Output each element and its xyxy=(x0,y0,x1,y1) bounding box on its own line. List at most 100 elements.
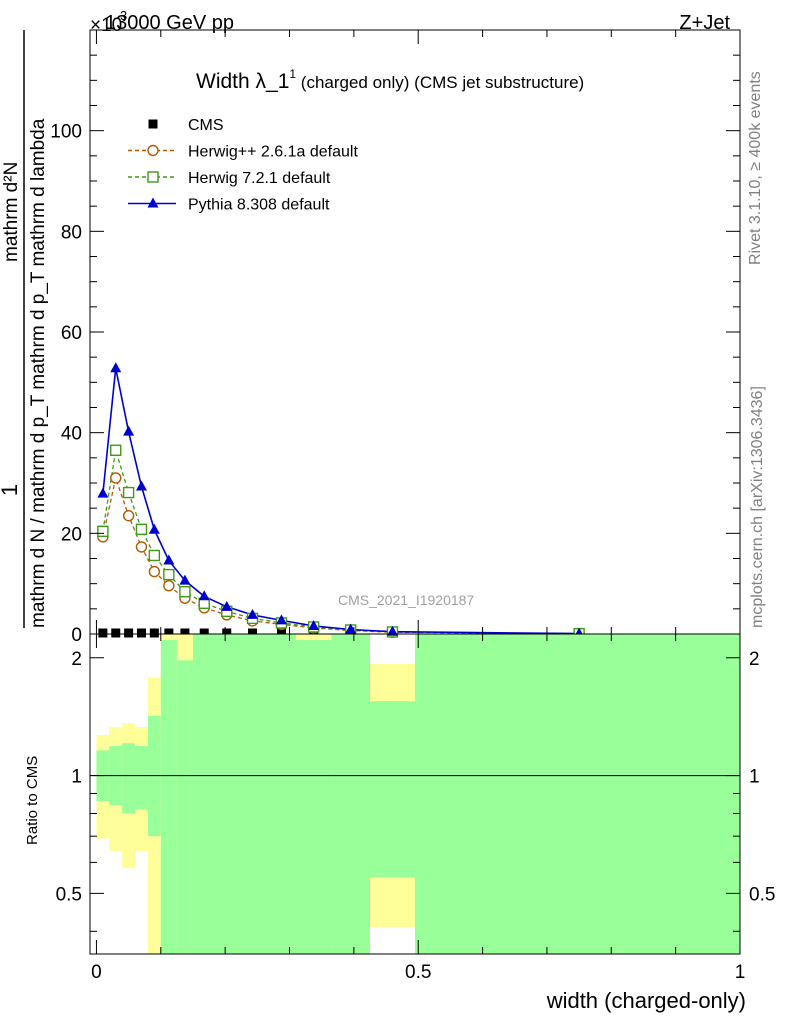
data-point-cms xyxy=(98,628,108,638)
multiplier-label: ×10 xyxy=(90,15,122,36)
data-point-pythia-8-308-default xyxy=(148,523,160,534)
ratio-band-bin xyxy=(266,634,296,954)
data-point-herwig-2-6-1a-default xyxy=(122,510,135,522)
ratio-band-bin xyxy=(415,634,740,954)
legend-item-pythia-8-308-default: Pythia 8.308 default xyxy=(128,197,330,214)
legend-item-cms: CMS xyxy=(148,117,224,134)
data-point-herwig-7-2-1-default xyxy=(179,586,191,598)
data-point-cms xyxy=(180,628,190,638)
legend-marker xyxy=(147,197,159,208)
y-tick-label: 100 xyxy=(50,122,82,143)
data-point-pythia-8-308-default xyxy=(179,574,191,585)
legend-label: CMS xyxy=(188,117,224,134)
ratio-band-bin xyxy=(192,634,216,954)
legend-marker xyxy=(147,144,159,157)
ratio-band-bin xyxy=(238,634,267,954)
ratio-y-tick-labels: 0.5 0.5 1 1 2 2 xyxy=(56,649,776,906)
data-point-pythia-8-308-default xyxy=(97,487,109,498)
y-axis-title: 1 mathrm d N / mathrm d p_T mathrm d p_T… xyxy=(0,30,49,628)
ratio-band-bin xyxy=(331,634,370,954)
ratio-y-tick-label-right: 0.5 xyxy=(749,884,775,905)
data-point-pythia-8-308-default xyxy=(247,608,258,619)
y-axis-title-denominator: mathrm d N / mathrm d p_T mathrm d p_T m… xyxy=(28,118,49,628)
ratio-uncertainty-bands xyxy=(96,634,740,954)
data-point-cms xyxy=(276,628,286,638)
ratio-band-bin xyxy=(135,746,148,810)
legend-label: Herwig++ 2.6.1a default xyxy=(188,144,358,161)
data-point-herwig-7-2-1-default xyxy=(97,525,109,538)
data-point-pythia-8-308-default xyxy=(221,600,233,611)
data-point-herwig-7-2-1-default xyxy=(135,523,148,536)
plot-title-rest: (charged only) (CMS jet substructure) xyxy=(296,73,584,92)
ratio-y-tick-label-right: 1 xyxy=(749,767,760,788)
ratio-band-bin xyxy=(295,640,332,954)
ratio-band-bin xyxy=(122,743,136,814)
data-point-pythia-8-308-default xyxy=(386,625,398,636)
legend-item-herwig-2-6-1a-default: Herwig++ 2.6.1a default xyxy=(128,144,358,161)
ratio-plot-frame xyxy=(89,633,741,955)
data-point-cms xyxy=(199,628,209,638)
ratio-y-tick-label: 2 xyxy=(71,649,82,670)
y-axis-title-numerator: 1 xyxy=(0,484,22,496)
ratio-band-bin xyxy=(176,660,193,954)
data-point-cms xyxy=(164,628,174,638)
legend-item-herwig-7-2-1-default: Herwig 7.2.1 default xyxy=(128,170,331,187)
data-point-herwig-7-2-1-default xyxy=(110,444,122,456)
x-tick-label: 0 xyxy=(91,962,102,983)
data-point-herwig-7-2-1-default xyxy=(163,568,175,581)
legend: CMS Herwig++ 2.6.1a default Herwig 7.2.1 d… xyxy=(128,117,358,214)
y-tick-label: 60 xyxy=(61,323,82,344)
x-tick-labels: 0 0.5 1 xyxy=(91,962,745,983)
x-axis-title: width (charged-only) xyxy=(546,988,746,1013)
y-tick-label: 40 xyxy=(61,424,82,445)
data-point-pythia-8-308-default xyxy=(123,425,135,436)
channel-label: Z+Jet xyxy=(679,12,730,34)
data-point-cms xyxy=(149,628,159,638)
x-tick-label: 1 xyxy=(735,962,746,983)
data-point-pythia-8-308-default xyxy=(110,362,122,373)
series-line-herwig-2-6-1a-default xyxy=(102,475,580,635)
data-point-pythia-8-308-default xyxy=(275,614,287,625)
ratio-y-tick-label-right: 2 xyxy=(749,649,760,670)
y-tick-label: 20 xyxy=(61,524,82,545)
main-y-tick-labels: 0 20 40 60 80 100 xyxy=(50,122,82,646)
y-tick-label: 0 xyxy=(71,625,82,646)
data-point-pythia-8-308-default xyxy=(308,619,320,630)
data-point-herwig-7-2-1-default xyxy=(148,549,161,562)
main-markers xyxy=(97,362,585,640)
data-point-herwig-2-6-1a-default xyxy=(135,541,148,553)
main-plot-panel: 0 20 40 60 80 100 Width λ_11 (charged only) (… xyxy=(50,29,741,646)
ratio-plot-panel: 0.5 0.5 1 1 2 2 0 0.5 1 Ratio to CMS width (cha… xyxy=(24,633,776,1013)
plot-title-main: Width λ_1 xyxy=(196,70,289,93)
data-point-cms xyxy=(136,628,146,638)
data-point-cms xyxy=(222,628,232,638)
data-point-cms xyxy=(124,628,134,638)
ratio-y-tick-label: 1 xyxy=(71,767,82,788)
legend-label: Pythia 8.308 default xyxy=(188,197,330,214)
y-axis-title-top: mathrm d²N xyxy=(1,162,22,262)
data-point-pythia-8-308-default xyxy=(163,554,175,565)
ratio-band-bin xyxy=(147,715,161,837)
ratio-axis-ticks xyxy=(90,634,741,954)
ratio-y-axis-title: Ratio to CMS xyxy=(24,756,41,845)
ratio-band-bin xyxy=(215,634,239,954)
ratio-band-bin xyxy=(369,701,415,878)
data-point-herwig-2-6-1a-default xyxy=(148,565,161,578)
rivet-note: Rivet 3.1.10, ≥ 400k events xyxy=(747,71,764,265)
x-tick-label: 0.5 xyxy=(405,962,431,983)
legend-marker xyxy=(148,119,158,129)
data-point-herwig-7-2-1-default xyxy=(122,486,135,499)
source-note: mcplots.cern.ch [arXiv:1306.3436] xyxy=(749,386,766,628)
data-point-cms xyxy=(248,628,257,638)
data-point-herwig-2-6-1a-default xyxy=(163,579,175,592)
data-point-herwig-2-6-1a-default xyxy=(110,472,122,484)
data-point-pythia-8-308-default xyxy=(198,590,210,601)
plot-title: Width λ_11 (charged only) (CMS jet subst… xyxy=(196,67,584,93)
process-label: 13000 GeV pp xyxy=(105,12,234,34)
ratio-band-bin xyxy=(160,640,177,954)
analysis-watermark: CMS_2021_I1920187 xyxy=(338,592,474,608)
y-tick-label: 80 xyxy=(61,222,82,243)
multiplier-exponent: 3 xyxy=(120,8,127,23)
plot-title-sup: 1 xyxy=(289,67,296,81)
